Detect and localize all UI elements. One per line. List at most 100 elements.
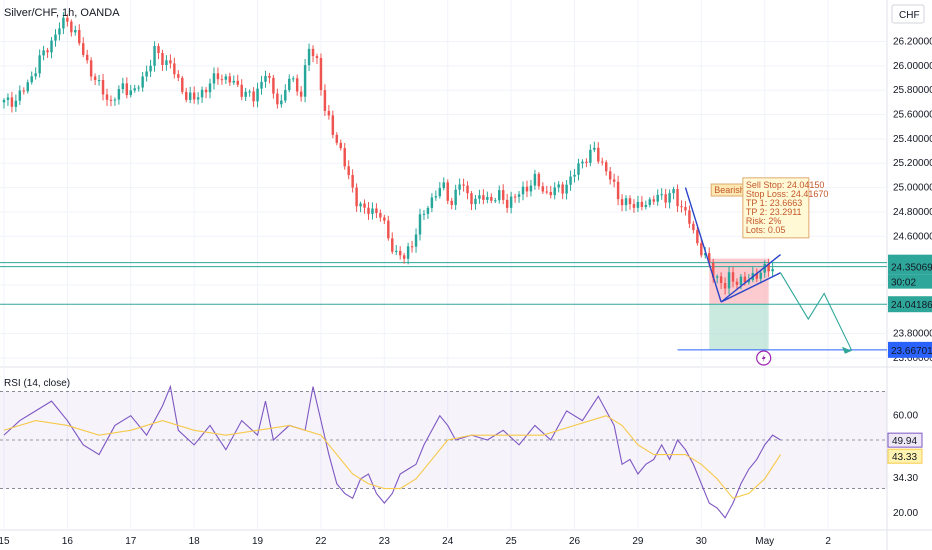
candle-body xyxy=(410,246,414,248)
candle-body xyxy=(466,185,469,194)
candle-body xyxy=(260,81,263,89)
labels: 26.20000 26.00000 25.80000 25.60000 25.40000… xyxy=(0,37,932,547)
candle-body xyxy=(422,213,426,215)
candle-body xyxy=(78,30,81,44)
candle-body xyxy=(498,190,501,201)
price-tick-label: 24.60000 xyxy=(893,231,932,242)
rsi-line xyxy=(3,384,781,519)
candle-body xyxy=(430,197,434,208)
time-tick-label: 26 xyxy=(569,536,581,547)
candle-body xyxy=(446,182,449,201)
candle-body xyxy=(387,220,390,239)
stop-loss-zone xyxy=(709,258,769,305)
candle-body xyxy=(379,212,382,218)
candle-body xyxy=(359,203,362,207)
price-tick-label: 23.60000 xyxy=(893,353,932,364)
candle-body xyxy=(327,110,331,116)
candle-body xyxy=(216,73,220,80)
candle-body xyxy=(252,91,255,102)
candle-body xyxy=(133,88,136,91)
candle-body xyxy=(74,30,77,33)
candle-body xyxy=(367,207,370,214)
candle-body xyxy=(438,188,442,197)
candle-body xyxy=(648,199,652,205)
candle-body xyxy=(398,250,402,256)
candle-body xyxy=(113,99,117,101)
candle-body xyxy=(18,90,22,101)
candle-body xyxy=(462,184,465,186)
candle-body xyxy=(771,268,774,272)
rsi-tick-label: 60.00 xyxy=(893,411,918,422)
candle-body xyxy=(719,276,723,284)
candle-body xyxy=(394,250,398,252)
candle-body xyxy=(117,89,121,100)
candle-body xyxy=(232,80,236,83)
candle-body xyxy=(66,17,69,22)
candle-body xyxy=(38,55,41,74)
candle-body xyxy=(684,206,687,211)
candle-body xyxy=(181,77,184,92)
candle-body xyxy=(624,198,628,206)
flag-lower-line xyxy=(720,272,781,303)
candle-body xyxy=(711,262,715,278)
countdown-label: 30:02 xyxy=(891,278,916,289)
candle-body xyxy=(177,74,180,78)
candle-body xyxy=(284,89,287,101)
candle-body xyxy=(505,199,509,208)
candle-body xyxy=(58,28,61,35)
candle-body xyxy=(26,82,29,92)
candle-body xyxy=(688,210,691,224)
candle-body xyxy=(62,17,65,29)
candle-body xyxy=(608,171,612,180)
candle-body xyxy=(521,186,525,195)
level-badge xyxy=(888,341,932,358)
candle-body xyxy=(486,196,489,200)
price-tick-label: 23.80000 xyxy=(893,329,932,340)
time-tick-label: 19 xyxy=(252,536,264,547)
candle-body xyxy=(414,234,418,247)
candle-body xyxy=(767,264,770,272)
candle-body xyxy=(276,93,279,105)
rsi-value-label: 43.33 xyxy=(892,452,917,463)
candle-body xyxy=(169,60,172,64)
countdown-badge xyxy=(888,274,932,289)
candle-body xyxy=(315,56,319,59)
candle-body xyxy=(121,83,125,90)
candle-body xyxy=(509,196,513,208)
candle-body xyxy=(200,89,204,98)
candle-body xyxy=(402,255,406,259)
candle-body xyxy=(85,54,89,61)
candle-body xyxy=(731,272,735,282)
candle-body xyxy=(759,272,762,279)
candle-body xyxy=(157,46,160,54)
candle-body xyxy=(192,92,196,100)
chart-title: Silver/CHF, 1h, OANDA xyxy=(4,7,120,19)
candle-body xyxy=(165,60,168,65)
candle-body xyxy=(153,46,156,66)
time-tick-label: 24 xyxy=(442,536,454,547)
candle-body xyxy=(672,189,675,194)
level-label: 24.35069 xyxy=(891,263,932,274)
candle-body xyxy=(692,223,695,231)
candle-body xyxy=(557,184,560,188)
candle-body xyxy=(6,97,10,100)
candle-body xyxy=(708,253,711,263)
time-tick-label: 18 xyxy=(189,536,201,547)
candle-body xyxy=(323,90,327,111)
candle-body xyxy=(89,60,93,77)
candle-body xyxy=(513,196,517,198)
rsi-tick-label: 20.00 xyxy=(893,508,918,519)
currency-button[interactable] xyxy=(891,4,925,24)
rsi-value-badge xyxy=(887,432,923,448)
candle-body xyxy=(228,76,232,83)
candle-body xyxy=(561,184,564,194)
candle-body xyxy=(93,76,97,81)
candle-body xyxy=(97,79,101,81)
candle-body xyxy=(490,196,493,201)
candle-body xyxy=(375,208,378,213)
candle-body xyxy=(406,246,410,259)
time-tick-label: 15 xyxy=(0,536,10,547)
candle-body xyxy=(478,195,481,199)
candle-body xyxy=(632,204,636,208)
candle-body xyxy=(763,264,766,273)
